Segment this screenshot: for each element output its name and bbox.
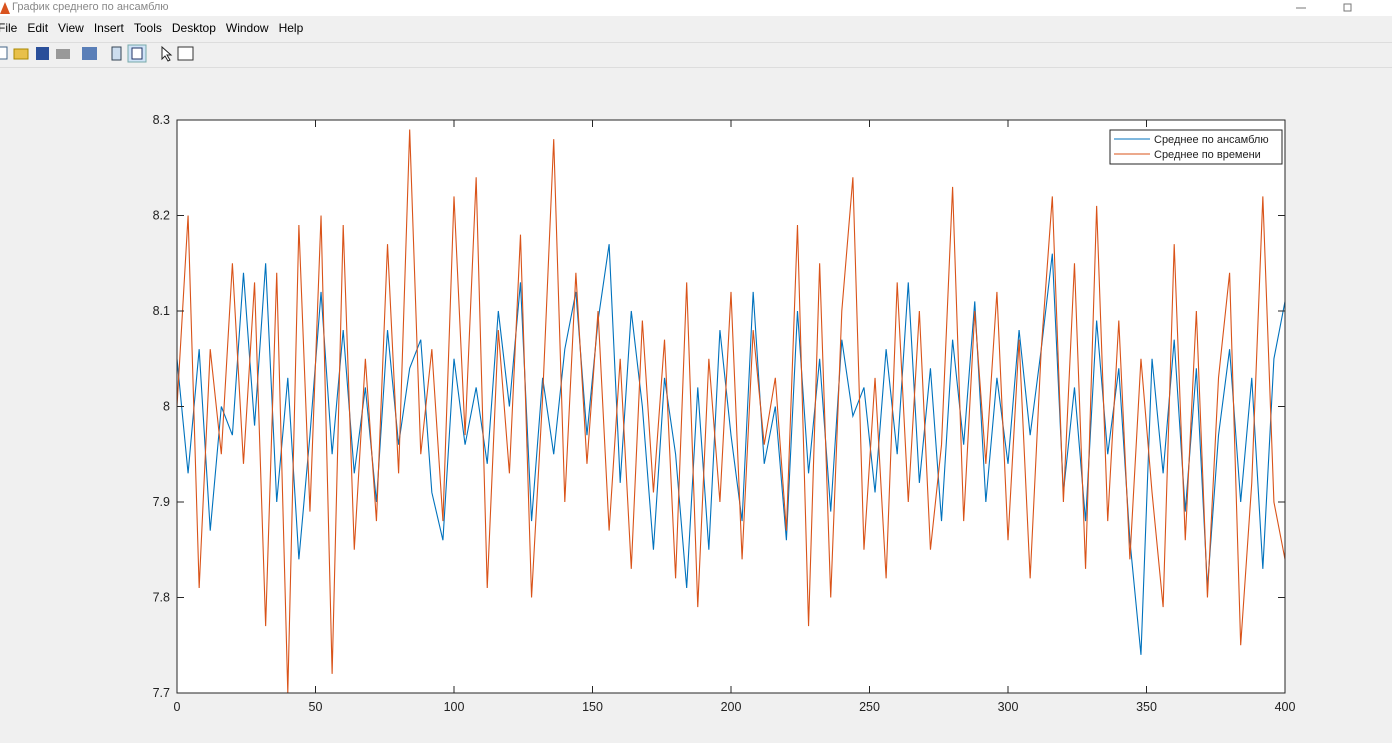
- cursor-icon[interactable]: [161, 45, 173, 62]
- x-tick-label: 300: [998, 700, 1019, 714]
- legend-label: Среднее по времени: [1154, 149, 1261, 161]
- y-tick-label: 8.2: [153, 209, 170, 223]
- data-line: [176, 129, 1286, 694]
- plot-area: [177, 120, 1285, 693]
- x-tick-label: 250: [859, 700, 880, 714]
- axes-box: [176, 119, 1286, 694]
- new-icon[interactable]: [0, 46, 8, 60]
- menu-item[interactable]: Insert: [93, 21, 124, 35]
- menu-item[interactable]: Edit: [27, 21, 49, 35]
- x-tick-label: 50: [309, 700, 323, 714]
- menu-item[interactable]: Desktop: [171, 21, 216, 35]
- menu-item[interactable]: Tools: [133, 21, 162, 35]
- x-tick-label: 200: [721, 700, 742, 714]
- inspector-icon[interactable]: [177, 46, 194, 61]
- menu-item[interactable]: Help: [278, 21, 304, 35]
- legend-label: Среднее по ансамблю: [1154, 134, 1269, 146]
- export-icon[interactable]: [82, 47, 97, 60]
- app-icon: [0, 2, 10, 14]
- window-controls[interactable]: [1292, 1, 1372, 15]
- legend: Среднее по ансамблю Среднее по времени: [1109, 129, 1283, 165]
- menu-bar: File Edit View Insert Tools Desktop Window Help: [0, 21, 313, 39]
- y-tick-label: 7.9: [153, 495, 170, 509]
- figure-icon[interactable]: [111, 46, 122, 61]
- menu-item[interactable]: File: [0, 21, 18, 35]
- x-tick-label: 350: [1136, 700, 1157, 714]
- window-title: График среднего по ансамблю: [12, 1, 169, 13]
- toolbar-icons: [0, 44, 194, 63]
- y-tick-label: 7.7: [153, 686, 170, 700]
- toolbar: [0, 42, 1392, 68]
- y-tick-label: 8.1: [153, 304, 170, 318]
- legend-box: [1109, 129, 1283, 165]
- title-bar: График среднего по ансамблю: [0, 0, 1392, 16]
- open-icon[interactable]: [13, 48, 29, 60]
- y-tick-label: 8: [163, 400, 170, 414]
- y-tick-label: 7.8: [153, 591, 170, 605]
- x-tick-label: 150: [582, 700, 603, 714]
- x-tick-label: 400: [1275, 700, 1296, 714]
- menu-item[interactable]: View: [58, 21, 84, 35]
- legend-icon: [131, 47, 143, 60]
- save-icon[interactable]: [36, 47, 49, 60]
- menu-item[interactable]: Window: [225, 21, 269, 35]
- x-tick-label: 0: [174, 700, 181, 714]
- print-icon[interactable]: [56, 49, 70, 59]
- x-tick-label: 100: [444, 700, 465, 714]
- y-tick-label: 8.3: [153, 113, 170, 127]
